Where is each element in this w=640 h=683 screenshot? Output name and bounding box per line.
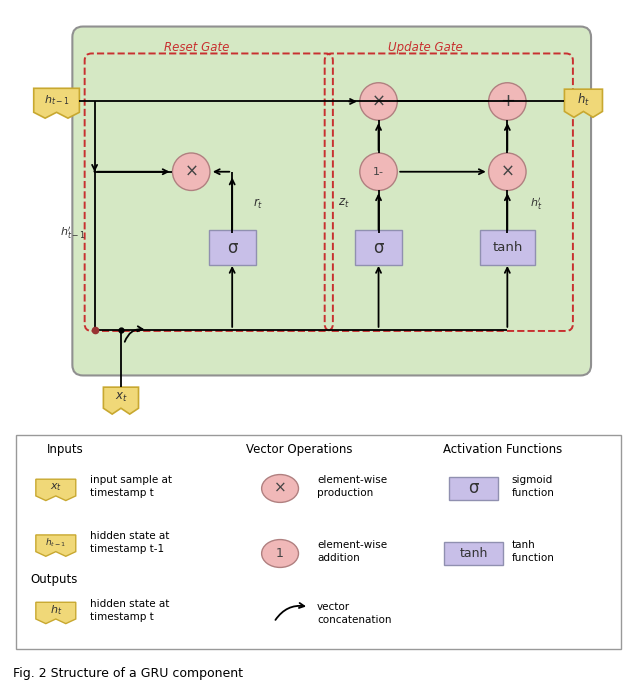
Text: σ: σ [227, 239, 237, 257]
Text: ×: × [500, 163, 515, 181]
Text: function: function [512, 488, 555, 498]
Text: Inputs: Inputs [47, 443, 83, 456]
Text: input sample at: input sample at [90, 475, 172, 485]
Circle shape [360, 83, 397, 120]
Circle shape [360, 153, 397, 191]
Text: 1: 1 [276, 547, 284, 560]
Text: ×: × [372, 92, 385, 111]
Text: Fig. 2 Structure of a GRU component: Fig. 2 Structure of a GRU component [13, 667, 243, 680]
FancyBboxPatch shape [480, 230, 534, 266]
FancyBboxPatch shape [16, 435, 621, 649]
Text: $h_t$: $h_t$ [577, 92, 590, 108]
FancyBboxPatch shape [72, 27, 591, 376]
Text: Activation Functions: Activation Functions [443, 443, 562, 456]
FancyBboxPatch shape [449, 477, 498, 500]
Polygon shape [36, 479, 76, 501]
Text: ×: × [274, 481, 287, 496]
Text: $r_t$: $r_t$ [253, 197, 263, 211]
Text: timestamp t: timestamp t [90, 488, 154, 498]
Text: tanh: tanh [460, 547, 488, 560]
Text: tanh: tanh [492, 241, 522, 254]
Text: addition: addition [317, 553, 360, 563]
Text: function: function [512, 553, 555, 563]
Polygon shape [564, 89, 602, 117]
Text: tanh: tanh [512, 540, 536, 550]
Text: Outputs: Outputs [30, 572, 77, 585]
Text: $z_t$: $z_t$ [337, 197, 349, 210]
Text: σ: σ [373, 239, 384, 257]
Text: $h_t'$: $h_t'$ [529, 196, 542, 212]
Text: Update Gate: Update Gate [388, 41, 463, 54]
Text: $h_{t-1}$: $h_{t-1}$ [45, 537, 67, 549]
Text: element-wise: element-wise [317, 475, 387, 485]
Text: timestamp t: timestamp t [90, 612, 154, 622]
Text: $h_{t-1}'$: $h_{t-1}'$ [60, 225, 86, 241]
Text: vector: vector [317, 602, 350, 612]
Circle shape [262, 540, 298, 568]
Circle shape [488, 153, 526, 191]
Text: hidden state at: hidden state at [90, 531, 169, 541]
Text: timestamp t-1: timestamp t-1 [90, 544, 164, 554]
Circle shape [172, 153, 210, 191]
Text: concatenation: concatenation [317, 615, 392, 625]
Text: $x_t$: $x_t$ [50, 482, 62, 493]
Polygon shape [34, 88, 79, 118]
FancyBboxPatch shape [209, 230, 255, 266]
Text: $h_{t-1}$: $h_{t-1}$ [44, 93, 70, 107]
Text: sigmoid: sigmoid [512, 475, 553, 485]
Circle shape [262, 475, 298, 503]
Text: Reset Gate: Reset Gate [164, 41, 230, 54]
Text: element-wise: element-wise [317, 540, 387, 550]
Text: production: production [317, 488, 373, 498]
Polygon shape [36, 602, 76, 624]
Text: +: + [500, 92, 515, 111]
Polygon shape [36, 535, 76, 556]
Text: ×: × [184, 163, 198, 181]
FancyBboxPatch shape [355, 230, 402, 266]
Circle shape [488, 83, 526, 120]
Text: $x_t$: $x_t$ [115, 391, 127, 404]
Text: 1-: 1- [373, 167, 384, 177]
FancyBboxPatch shape [444, 542, 503, 565]
Text: hidden state at: hidden state at [90, 599, 169, 609]
Text: Vector Operations: Vector Operations [246, 443, 353, 456]
Text: σ: σ [468, 479, 479, 497]
Text: $h_t$: $h_t$ [50, 603, 62, 617]
Polygon shape [104, 387, 138, 414]
